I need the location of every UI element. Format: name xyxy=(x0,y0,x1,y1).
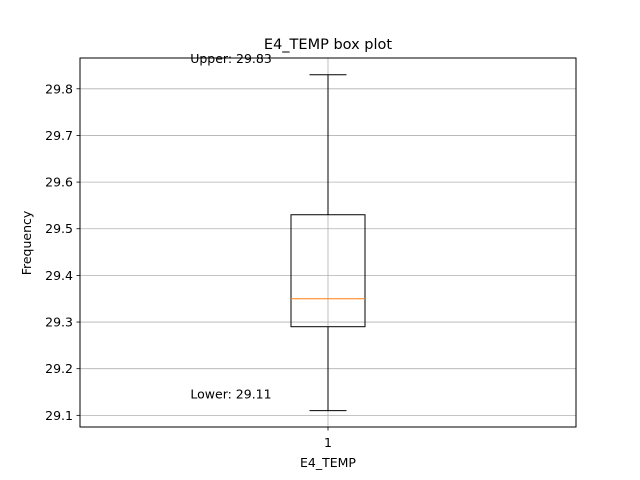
y-tick-label: 29.2 xyxy=(45,361,73,376)
x-tick-label: 1 xyxy=(324,435,332,450)
x-axis-label: E4_TEMP xyxy=(300,455,356,470)
y-tick-label: 29.5 xyxy=(45,221,73,236)
annotations: Upper: 29.83 Lower: 29.11 xyxy=(190,51,272,402)
iqr-box xyxy=(290,214,366,328)
chart-title: E4_TEMP box plot xyxy=(264,37,392,53)
y-tick-label: 29.1 xyxy=(45,408,73,423)
y-tick-label: 29.4 xyxy=(45,268,73,283)
y-axis-ticks: 29.1 29.2 29.3 29.4 29.5 29.6 29.7 29.8 xyxy=(45,81,80,423)
box-elements xyxy=(290,74,366,412)
y-tick-label: 29.8 xyxy=(45,81,73,96)
y-tick-label: 29.6 xyxy=(45,175,73,190)
y-tick-label: 29.7 xyxy=(45,128,73,143)
lower-whisker-annotation: Lower: 29.11 xyxy=(190,387,271,402)
y-axis-label: Frequency xyxy=(19,210,34,275)
x-axis-ticks: 1 xyxy=(324,427,332,450)
y-tick-label: 29.3 xyxy=(45,315,73,330)
upper-whisker-annotation: Upper: 29.83 xyxy=(190,51,272,66)
